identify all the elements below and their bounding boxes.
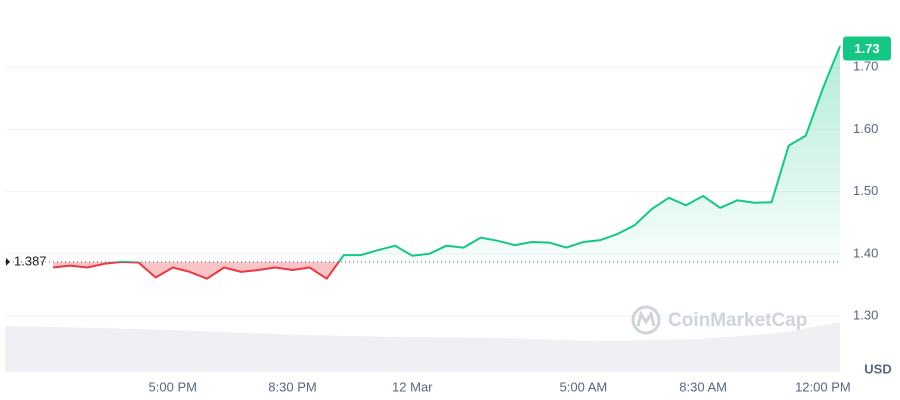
y-tick-label: 1.70	[853, 59, 878, 74]
watermark: CoinMarketCap	[631, 305, 807, 335]
x-tick-label: 8:30 PM	[268, 379, 316, 394]
x-tick-label: 8:30 AM	[679, 379, 727, 394]
price-line	[52, 45, 841, 280]
price-area	[53, 46, 840, 279]
watermark-logo	[631, 305, 661, 335]
y-tick-label: 1.50	[853, 183, 878, 198]
reference-label: 1.387	[14, 253, 47, 268]
x-tick-label: 5:00 PM	[149, 379, 197, 394]
y-tick-label: 1.30	[853, 307, 878, 322]
y-tick-label: 1.60	[853, 121, 878, 136]
y-tick-label: 1.40	[853, 245, 878, 260]
price-badge	[843, 36, 891, 61]
x-tick-label: 5:00 AM	[560, 379, 608, 394]
x-tick-label: 12:00 PM	[795, 379, 851, 394]
watermark-logo-mark	[636, 310, 656, 327]
volume-area	[5, 322, 840, 372]
watermark-text: CoinMarketCap	[668, 310, 807, 331]
x-tick-label: 12 Mar	[392, 379, 433, 394]
reference-marker	[6, 257, 10, 266]
price-badge-label: 1.73	[854, 41, 879, 56]
currency-label: USD	[864, 361, 891, 376]
